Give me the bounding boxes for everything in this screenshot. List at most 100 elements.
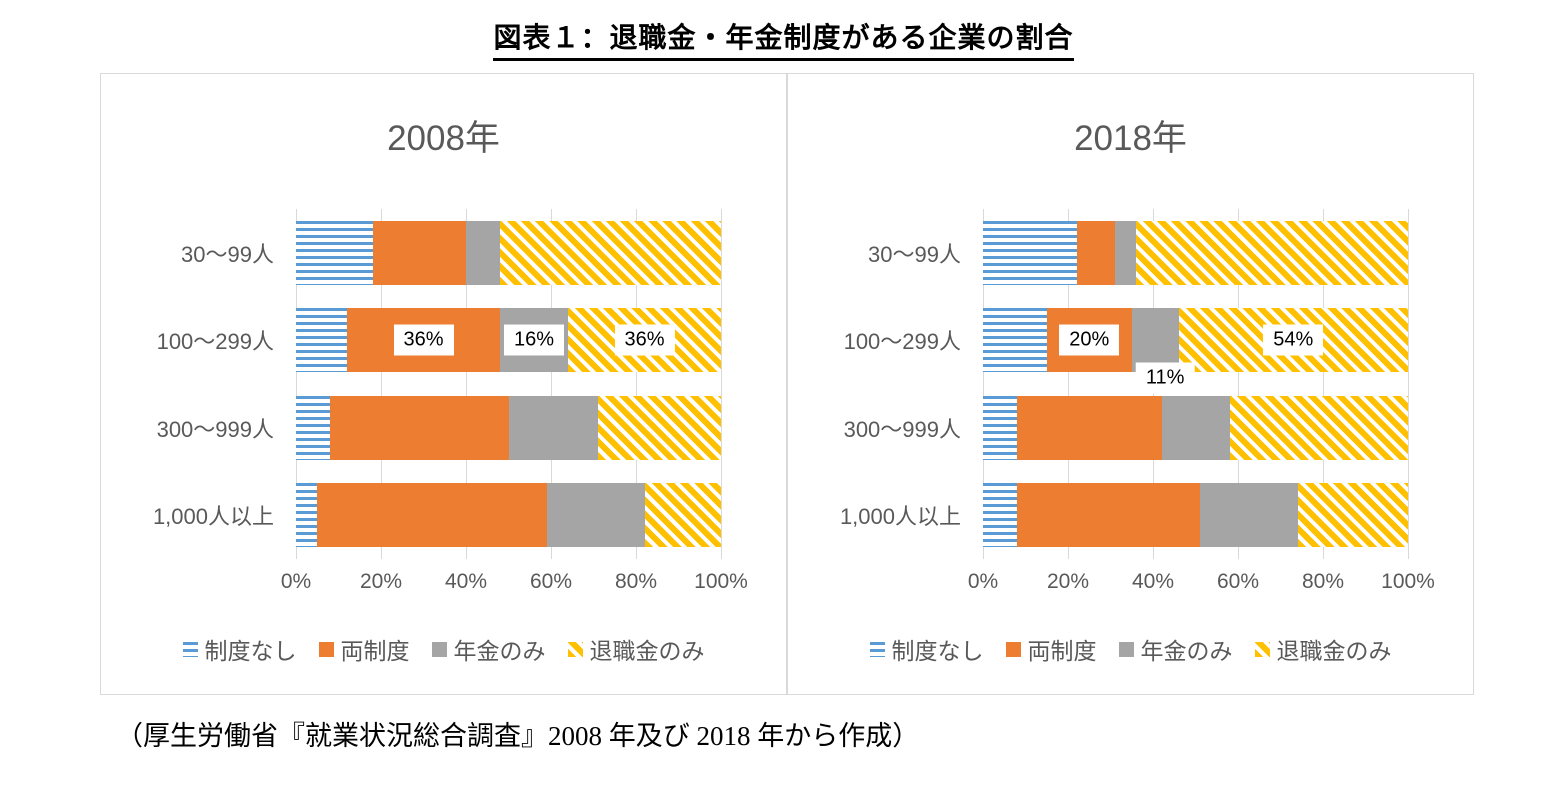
- bar-segment-both-systems: [330, 395, 509, 460]
- legend-label: 制度なし: [204, 638, 297, 664]
- stacked-bar: [983, 220, 1408, 285]
- stacked-bar: [296, 483, 721, 548]
- plot-area: 36% 16% 36%: [296, 209, 722, 560]
- bar-row: [296, 384, 721, 472]
- source-caption: （厚生労働省『就業状況総合調査』2008 年及び 2018 年から作成）: [116, 721, 920, 751]
- bar-segment-both-systems: [1017, 483, 1200, 548]
- legend-item-no-system: 制度なし: [869, 632, 984, 666]
- legend: 制度なし 両制度 年金のみ 退職金のみ: [788, 632, 1473, 666]
- data-label: 36%: [393, 324, 454, 356]
- x-tick-label: 40%: [444, 570, 488, 593]
- bar-segment-no-system: [983, 308, 1047, 373]
- category-label: 300〜999人: [843, 416, 961, 442]
- stacked-bar: [983, 483, 1408, 548]
- x-tick-label: 20%: [1046, 570, 1090, 593]
- legend-marker-retirement-only: [567, 641, 583, 657]
- x-tick-label: 0%: [967, 570, 999, 593]
- x-tick-label: 100%: [694, 570, 748, 593]
- bar-row: [296, 209, 721, 297]
- category-label: 30〜99人: [868, 241, 961, 267]
- legend-item-pension-only: 年金のみ: [1118, 632, 1233, 666]
- bar-segment-pension-only: [466, 220, 500, 285]
- legend-item-retirement-only: 退職金のみ: [1254, 632, 1392, 666]
- legend-marker-retirement-only: [1254, 641, 1270, 657]
- x-tick-label: 60%: [529, 570, 573, 593]
- legend-label: 退職金のみ: [589, 638, 705, 664]
- legend-marker-no-system: [869, 641, 885, 657]
- bar-segment-pension-only: [508, 395, 598, 460]
- bar-segment-no-system: [296, 483, 318, 548]
- bar-segment-no-system: [296, 395, 330, 460]
- legend-label: 両制度: [340, 638, 410, 664]
- bar-segment-retirement-only: [1229, 395, 1408, 460]
- legend-marker-pension-only: [1118, 641, 1134, 657]
- gridline: [1408, 209, 1409, 559]
- x-tick-label: 0%: [280, 570, 312, 593]
- legend-marker-both-systems: [318, 641, 334, 657]
- legend: 制度なし 両制度 年金のみ 退職金のみ: [101, 632, 786, 666]
- gridline: [1323, 209, 1324, 559]
- legend-label: 両制度: [1027, 638, 1097, 664]
- gridline: [721, 209, 722, 559]
- bar-segment-retirement-only: [597, 395, 721, 460]
- data-label: 20%: [1059, 324, 1120, 356]
- stacked-bar: [983, 395, 1408, 460]
- x-tick-label: 100%: [1381, 570, 1435, 593]
- gridline: [381, 209, 382, 559]
- bar-segment-retirement-only: [644, 483, 721, 548]
- category-label: 1,000人以上: [152, 504, 274, 530]
- legend-label: 退職金のみ: [1276, 638, 1392, 664]
- bar-segment-retirement-only: [1297, 483, 1408, 548]
- x-tick-label: 40%: [1131, 570, 1175, 593]
- category-axis: 30〜99人 100〜299人 300〜999人 1,000人以上: [101, 209, 286, 559]
- x-tick-label: 80%: [614, 570, 658, 593]
- bar-segment-pension-only: [1114, 220, 1136, 285]
- bar-segment-pension-only: [1131, 308, 1179, 373]
- x-axis: 0% 20% 40% 60% 80% 100%: [281, 570, 748, 598]
- chart-title: 2018年: [1074, 119, 1187, 158]
- plot-area: 20% 11% 54%: [983, 209, 1409, 560]
- bar-segment-both-systems: [317, 483, 547, 548]
- x-axis: 0% 20% 40% 60% 80% 100%: [968, 570, 1435, 598]
- bar-row: [983, 209, 1408, 297]
- category-axis: 30〜99人 100〜299人 300〜999人 1,000人以上: [788, 209, 973, 559]
- legend-label: 年金のみ: [453, 638, 546, 664]
- figure-title: 図表１：退職金・年金制度がある企業の割合: [493, 16, 1074, 61]
- data-label: 54%: [1263, 324, 1324, 356]
- legend-item-both-systems: 両制度: [318, 632, 410, 666]
- data-label: 11%: [1135, 362, 1195, 394]
- category-label: 100〜299人: [156, 329, 274, 355]
- bar-row: [296, 472, 721, 560]
- x-tick-label: 60%: [1216, 570, 1260, 593]
- x-tick-label: 20%: [359, 570, 403, 593]
- legend-item-pension-only: 年金のみ: [431, 632, 546, 666]
- bar-segment-no-system: [983, 220, 1077, 285]
- x-tick-label: 80%: [1301, 570, 1345, 593]
- chart-panel-2018: 2018年 30〜99人 100〜299人 300〜999人 1,000人以上 20%…: [787, 73, 1474, 695]
- legend-label: 年金のみ: [1140, 638, 1233, 664]
- data-label: 16%: [503, 324, 565, 356]
- bar-segment-no-system: [296, 220, 373, 285]
- bar-segment-no-system: [983, 395, 1017, 460]
- gridline: [1238, 209, 1239, 559]
- bar-row: [983, 384, 1408, 472]
- category-label: 30〜99人: [181, 241, 274, 267]
- gridline: [1068, 209, 1069, 559]
- category-label: 1,000人以上: [839, 504, 961, 530]
- gridline: [551, 209, 552, 559]
- gridline: [636, 209, 637, 559]
- legend-marker-pension-only: [431, 641, 447, 657]
- bar-row: [983, 472, 1408, 560]
- legend-item-both-systems: 両制度: [1005, 632, 1097, 666]
- data-label: 36%: [614, 324, 675, 356]
- bar-segment-retirement-only: [1136, 220, 1408, 285]
- bar-segment-both-systems: [372, 220, 466, 285]
- bar-row: [983, 297, 1408, 385]
- bar-segment-no-system: [296, 308, 347, 373]
- legend-label: 制度なし: [891, 638, 984, 664]
- bar-segment-pension-only: [546, 483, 645, 548]
- gridline: [296, 209, 297, 559]
- legend-marker-both-systems: [1005, 641, 1021, 657]
- bar-segment-no-system: [983, 483, 1017, 548]
